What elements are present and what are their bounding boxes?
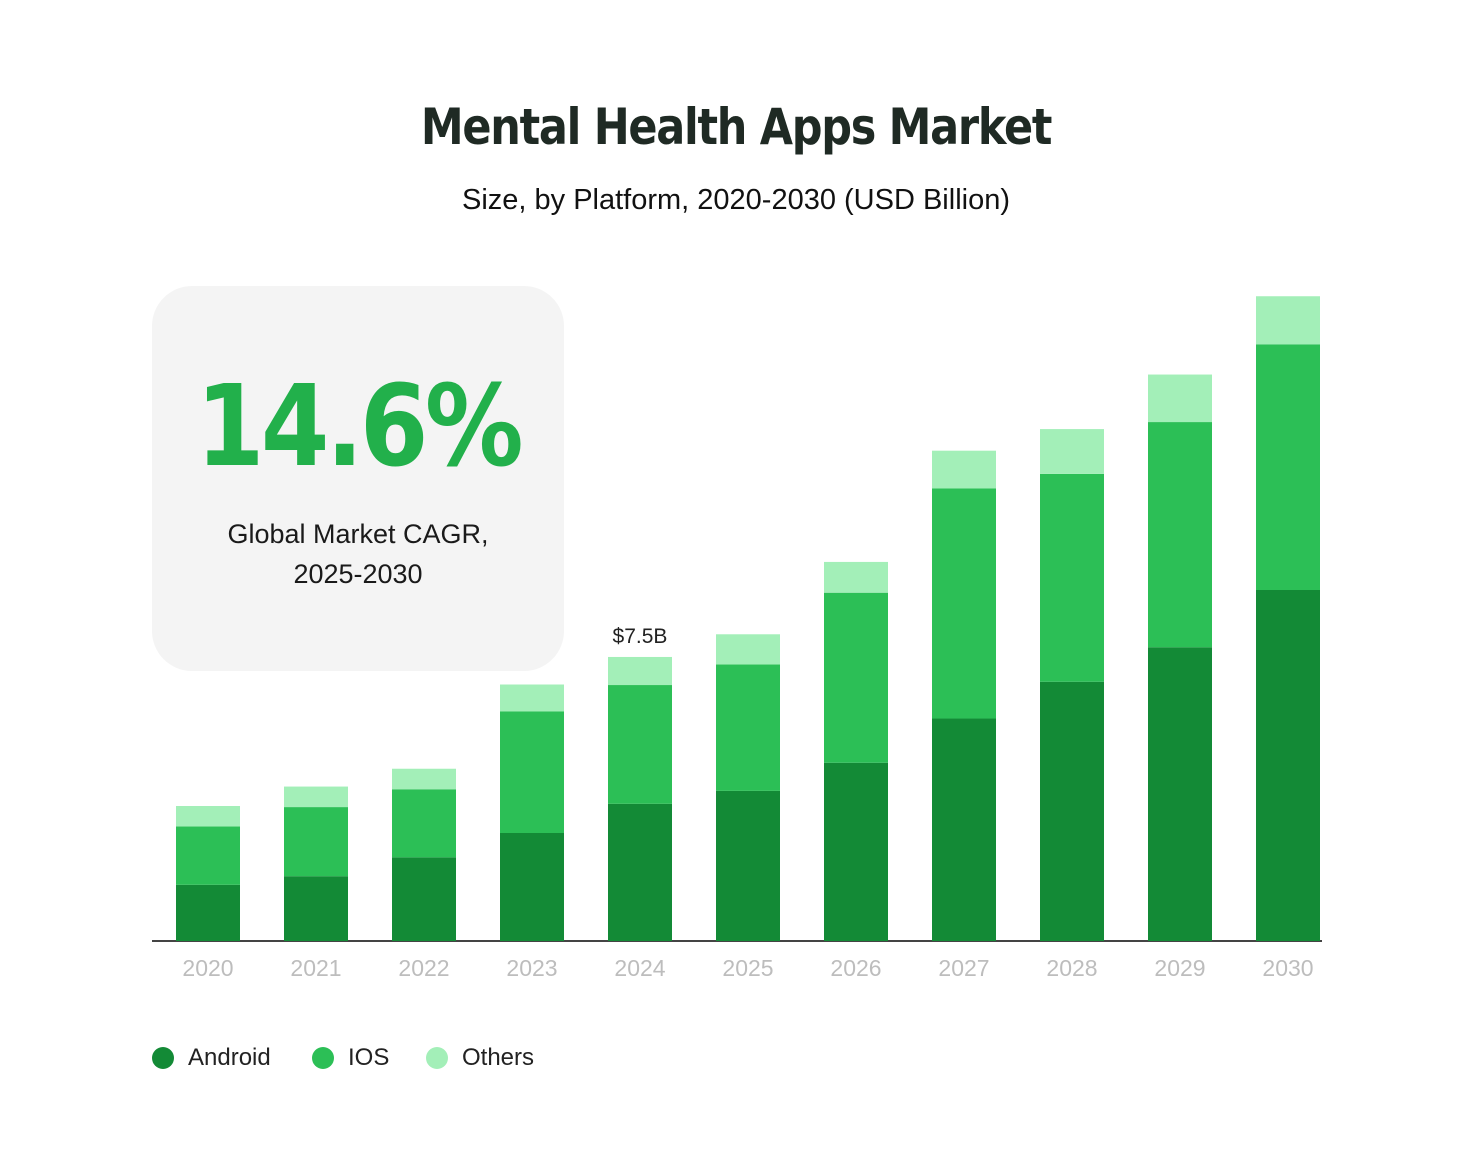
x-tick-label-2026: 2026 bbox=[830, 955, 881, 981]
x-tick-label-2028: 2028 bbox=[1046, 955, 1097, 981]
legend-swatch-ios bbox=[312, 1047, 334, 1069]
x-tick-label-2021: 2021 bbox=[290, 955, 341, 981]
legend-item-android: Android bbox=[152, 1042, 271, 1074]
x-tick-label-2029: 2029 bbox=[1154, 955, 1205, 981]
bar-android-2021 bbox=[284, 876, 348, 941]
bar-android-2030 bbox=[1256, 590, 1320, 941]
bar-android-2022 bbox=[392, 857, 456, 941]
bar-others-2029 bbox=[1148, 374, 1212, 423]
bar-ios-2021 bbox=[284, 807, 348, 877]
bar-ios-2022 bbox=[392, 789, 456, 858]
bar-android-2024 bbox=[608, 803, 672, 941]
bar-others-2023 bbox=[500, 684, 564, 712]
bar-others-2030 bbox=[1256, 296, 1320, 345]
bar-ios-2030 bbox=[1256, 344, 1320, 590]
bar-others-2022 bbox=[392, 768, 456, 790]
legend-swatch-android bbox=[152, 1047, 174, 1069]
bar-android-2020 bbox=[176, 884, 240, 941]
cagr-label: Global Market CAGR, 2025-2030 bbox=[152, 514, 564, 594]
bar-others-2020 bbox=[176, 806, 240, 827]
legend-label-others: Others bbox=[462, 1044, 535, 1071]
x-tick-label-2027: 2027 bbox=[938, 955, 989, 981]
bar-ios-2020 bbox=[176, 826, 240, 885]
bar-ios-2027 bbox=[932, 488, 996, 719]
cagr-value: 14.6% bbox=[195, 362, 524, 492]
bar-ios-2028 bbox=[1040, 473, 1104, 682]
bar-android-2028 bbox=[1040, 681, 1104, 941]
x-tick-label-2030: 2030 bbox=[1262, 955, 1313, 981]
bar-others-2024 bbox=[608, 656, 672, 686]
chart-subtitle: Size, by Platform, 2020-2030 (USD Billio… bbox=[461, 184, 1010, 216]
bar-android-2023 bbox=[500, 833, 564, 941]
chart-title: Mental Health Apps Market bbox=[420, 98, 1053, 156]
bar-ios-2026 bbox=[824, 592, 888, 763]
bar-ios-2023 bbox=[500, 711, 564, 833]
cagr-label-line1: Global Market CAGR, bbox=[227, 519, 489, 549]
bar-others-2021 bbox=[284, 786, 348, 808]
bar-others-2027 bbox=[932, 450, 996, 489]
legend-swatch-others bbox=[426, 1047, 448, 1069]
bar-android-2027 bbox=[932, 718, 996, 941]
x-tick-label-2020: 2020 bbox=[182, 955, 233, 981]
x-tick-label-2023: 2023 bbox=[506, 955, 557, 981]
legend-label-ios: IOS bbox=[348, 1044, 390, 1071]
bar-others-2028 bbox=[1040, 429, 1104, 474]
legend-item-ios: IOS bbox=[312, 1042, 389, 1074]
x-tick-label-2022: 2022 bbox=[398, 955, 449, 981]
data-label-2024: $7.5B bbox=[613, 625, 668, 648]
bar-ios-2029 bbox=[1148, 422, 1212, 648]
bar-ios-2025 bbox=[716, 664, 780, 791]
bar-others-2025 bbox=[716, 634, 780, 665]
x-tick-label-2024: 2024 bbox=[614, 955, 665, 981]
bar-others-2026 bbox=[824, 561, 888, 593]
bar-android-2025 bbox=[716, 790, 780, 941]
legend-item-others: Others bbox=[426, 1042, 534, 1074]
legend-label-android: Android bbox=[188, 1044, 271, 1071]
bar-android-2029 bbox=[1148, 647, 1212, 941]
bar-ios-2024 bbox=[608, 685, 672, 804]
cagr-card: 14.6% Global Market CAGR, 2025-2030 bbox=[152, 286, 564, 671]
x-tick-label-2025: 2025 bbox=[722, 955, 773, 981]
cagr-label-line2: 2025-2030 bbox=[293, 559, 423, 589]
bar-android-2026 bbox=[824, 762, 888, 941]
